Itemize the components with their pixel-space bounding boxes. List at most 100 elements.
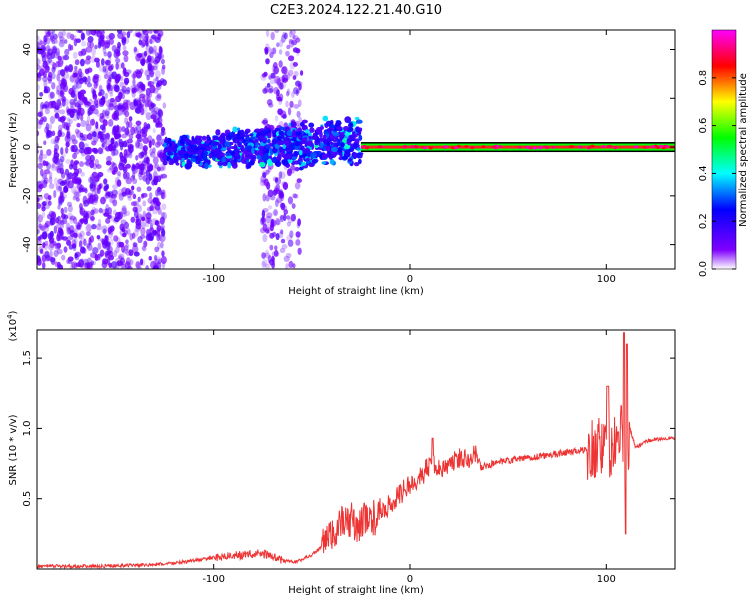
spectrogram-cell (287, 196, 294, 205)
spectrogram-cell (86, 114, 91, 123)
x-tick-label: -100 (202, 574, 225, 585)
spectrogram-cell (217, 144, 222, 150)
spectrogram-cell (82, 76, 88, 83)
spectrogram-cell (81, 262, 86, 269)
spectrogram-cell (41, 262, 46, 269)
spectrogram-cell (142, 30, 149, 36)
carrier-blob (470, 146, 475, 150)
spectrogram-cell (277, 197, 283, 204)
spectrogram-cell (73, 216, 78, 225)
spectrogram-cell (91, 223, 97, 230)
spectrogram-cell (42, 116, 48, 123)
spectrogram-cell (57, 129, 63, 138)
spectrogram-cell (131, 73, 136, 79)
spectrogram-cell (301, 161, 307, 167)
spectrogram-cell (115, 246, 120, 254)
spectrogram-cell (290, 121, 297, 128)
spectrogram-cell (76, 111, 81, 120)
spectrogram-cell (125, 248, 132, 256)
spectrogram-cell (70, 134, 76, 142)
spectrogram-cell (262, 118, 268, 126)
spectrogram-cell (292, 34, 296, 40)
spectrogram-cell (137, 136, 143, 143)
spectrogram-cell (107, 55, 112, 63)
spectrogram-cell (100, 58, 105, 66)
spectrogram-cell (77, 68, 83, 77)
spectrogram-cell (37, 235, 41, 241)
spectrogram-cell (291, 137, 298, 142)
spectrogram-cell (277, 140, 284, 146)
spectrogram-cell (292, 75, 297, 80)
spectrogram-cell (49, 100, 55, 106)
spectrogram-cell (80, 48, 87, 56)
spectrogram-cell (66, 239, 72, 246)
spectrogram-cell (224, 141, 231, 148)
spectrogram-cell (219, 136, 223, 143)
spectrogram-cell (42, 242, 46, 249)
spectrogram-cell (261, 259, 268, 267)
spectrogram-cell (117, 30, 123, 34)
spectrogram-cell (86, 243, 93, 251)
spectrogram-cell (157, 30, 164, 37)
spectrogram-cell (139, 170, 143, 176)
spectrogram-cell (343, 144, 351, 150)
spectrogram-cell (286, 129, 293, 137)
spectrogram-cell (76, 30, 82, 34)
spectrogram-cell (302, 124, 308, 131)
spectrogram-cell (75, 130, 82, 138)
spectrogram-cell (273, 156, 277, 163)
spectrogram-cell (128, 189, 134, 196)
spectrogram-cell (57, 264, 64, 269)
spectrogram-cell (158, 45, 162, 54)
spectrogram-cell (38, 70, 44, 76)
spectrogram-cell (153, 59, 159, 65)
spectrogram-cell (108, 32, 115, 40)
spectrogram-cell (69, 225, 75, 234)
spectrogram-cell (153, 254, 158, 261)
spectrogram-cell (274, 177, 279, 183)
spectrogram-cell (136, 32, 142, 38)
spectrogram-cell (85, 224, 92, 233)
spectrogram-cell (89, 235, 95, 243)
spectrogram-cell (124, 117, 129, 125)
spectrogram-cell (143, 157, 149, 164)
snr-xlabel: Height of straight line (km) (288, 585, 424, 596)
spectrogram-cell (109, 101, 113, 108)
spectrogram-cell (265, 58, 270, 65)
colorbar-ticks: 0.0 0.2 0.4 0.6 0.8 (698, 70, 736, 277)
spectrogram-cell (109, 97, 115, 103)
spectrogram-cell (37, 111, 42, 118)
spectrogram-cell (103, 41, 110, 49)
spectrogram-cell (133, 48, 139, 56)
spectrogram-cell (283, 213, 287, 222)
spectrogram-cell (57, 196, 65, 205)
spectrogram-cell (125, 141, 132, 149)
spectrogram-cell (258, 149, 263, 155)
spectrogram-cell (167, 151, 174, 156)
spectrogram-cell (146, 206, 152, 212)
spectrogram-cell (144, 69, 151, 77)
spectrogram-cell (104, 235, 109, 243)
spectrogram-cell (78, 187, 82, 194)
spectrogram-cell (149, 227, 155, 233)
spectrogram-cell (269, 51, 274, 59)
spectrogram-cell (90, 209, 95, 216)
spectrogram-cell (123, 221, 130, 230)
spectrogram-cell (149, 85, 156, 94)
spectrogram-cell (102, 258, 109, 265)
spectrogram-cell (128, 120, 133, 128)
spectrogram-cell (88, 176, 94, 184)
spectrogram-cell (102, 68, 108, 75)
spectrogram-cell (72, 195, 77, 201)
spectrogram-cell (84, 68, 90, 75)
spectrogram-cell (123, 77, 130, 85)
spectrogram-cell (100, 196, 106, 205)
spectrogram-cell (285, 50, 290, 57)
spectrogram-cell (96, 74, 102, 83)
spectrogram-cell (233, 156, 237, 163)
spectrogram-cell (146, 99, 152, 108)
spectrogram-cell (135, 30, 141, 37)
spectrogram-cell (81, 187, 88, 192)
spectrogram-cell (111, 149, 116, 157)
spectrogram-cell (125, 99, 131, 106)
